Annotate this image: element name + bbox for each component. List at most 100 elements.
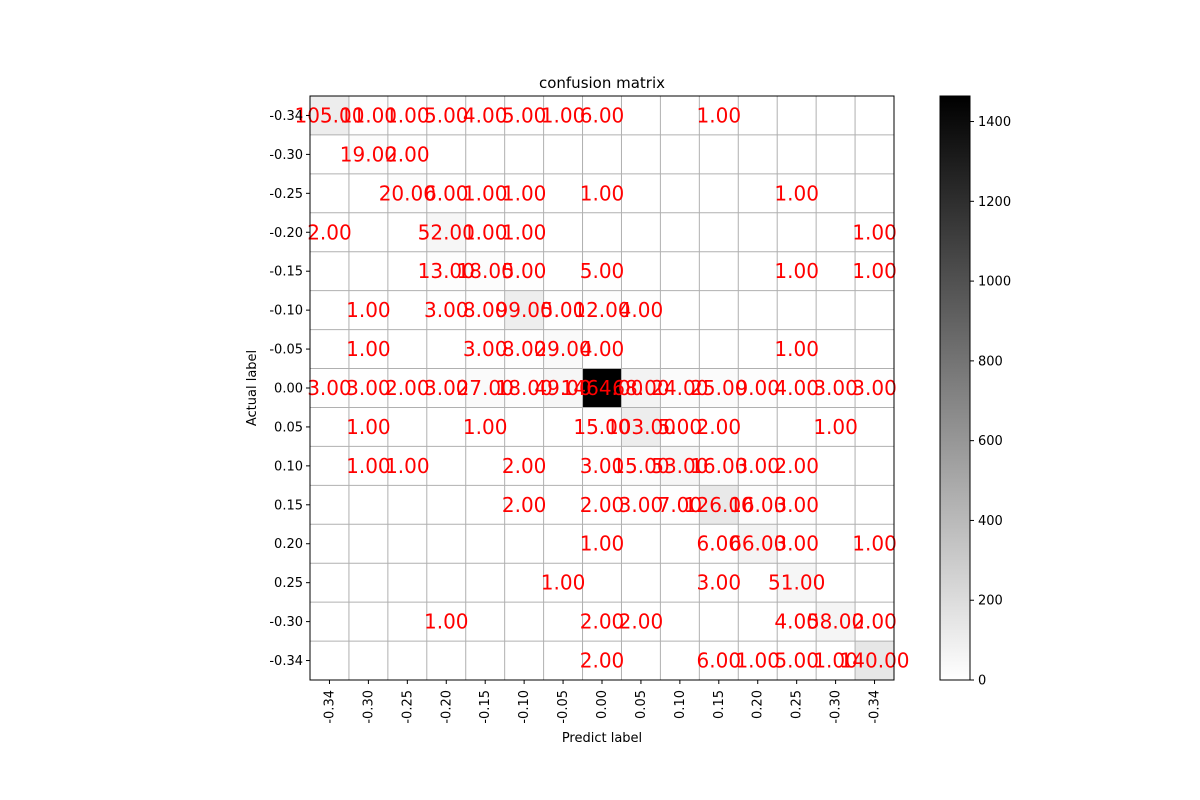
- cell-label-r11-c10: 6.00: [697, 532, 742, 556]
- matrix-cell-r14-c2: [387, 641, 427, 680]
- matrix-cell-r2-c4: [465, 173, 505, 213]
- cell-label-r10-c11: 16.00: [729, 493, 786, 517]
- matrix-cell-r14-c1: [348, 641, 388, 680]
- cell-label-r7-c7: 1464.00: [561, 376, 644, 400]
- cell-label-r10-c8: 3.00: [619, 493, 664, 517]
- matrix-cell-r11-c5: [504, 524, 544, 564]
- matrix-cell-r0-c6: [543, 96, 583, 135]
- matrix-cell-r6-c8: [621, 329, 661, 369]
- matrix-cell-r9-c11: [738, 446, 778, 486]
- x-tick-label: -0.15: [478, 690, 493, 724]
- matrix-cell-r11-c13: [816, 524, 856, 564]
- colorbar-ticks: 0 200 400 600 800 1000 1200 1400: [970, 115, 1011, 689]
- cell-label-r5-c8: 4.00: [619, 298, 664, 322]
- cell-label-r4-c5: 5.00: [502, 259, 547, 283]
- chart-title: confusion matrix: [539, 74, 665, 92]
- matrix-cell-r12-c7: [582, 563, 622, 603]
- matrix-cell-r11-c10: [699, 524, 739, 564]
- cell-label-r11-c12: 3.00: [774, 532, 819, 556]
- matrix-cell-r13-c14: [855, 602, 894, 642]
- matrix-cell-r13-c6: [543, 602, 583, 642]
- matrix-cell-r0-c7: [582, 96, 622, 135]
- cell-label-r13-c8: 2.00: [619, 610, 664, 634]
- matrix-cell-r10-c6: [543, 485, 583, 525]
- x-tick-label: -0.30: [361, 690, 376, 724]
- cell-label-r5-c4: 8.00: [463, 298, 508, 322]
- y-tick-label: -0.30: [269, 148, 303, 163]
- cell-label-r7-c8: 68.00: [612, 376, 669, 400]
- cell-label-r7-c0: 3.00: [307, 376, 352, 400]
- cell-label-r4-c4: 18.00: [457, 259, 514, 283]
- matrix-cell-r4-c2: [387, 251, 427, 291]
- matrix-cell-r1-c4: [465, 134, 505, 174]
- cell-label-r6-c4: 3.00: [463, 337, 508, 361]
- cell-label-r9-c2: 1.00: [385, 454, 430, 478]
- matrix-cell-r5-c2: [387, 290, 427, 330]
- matrix-cell-r2-c6: [543, 173, 583, 213]
- matrix-cell-r7-c14: [855, 368, 894, 408]
- cell-label-r8-c8: 103.00: [606, 415, 676, 439]
- cell-label-r12-c10: 3.00: [697, 571, 742, 595]
- cell-label-r13-c12: 4.00: [774, 610, 819, 634]
- cell-label-r9-c5: 2.00: [502, 454, 547, 478]
- matrix-cell-r4-c13: [816, 251, 856, 291]
- matrix-cell-r8-c12: [777, 407, 817, 447]
- matrix-cell-r9-c2: [387, 446, 427, 486]
- matrix-cell-r6-c12: [777, 329, 817, 369]
- matrix-cell-r1-c11: [738, 134, 778, 174]
- matrix-cell-r14-c11: [738, 641, 778, 680]
- cell-label-r1-c1: 19.00: [340, 142, 397, 166]
- matrix-cell-r4-c1: [348, 251, 388, 291]
- matrix-cell-r10-c12: [777, 485, 817, 525]
- matrix-cell-r2-c0: [310, 173, 349, 213]
- matrix-cell-r5-c4: [465, 290, 505, 330]
- matrix-cell-r13-c0: [310, 602, 349, 642]
- cell-label-r7-c6: 49.00: [534, 376, 591, 400]
- matrix-cell-r0-c10: [699, 96, 739, 135]
- matrix-cell-r2-c9: [660, 173, 700, 213]
- x-tick-label: 0.20: [751, 690, 766, 719]
- matrix-cell-r2-c14: [855, 173, 894, 213]
- matrix-cell-r6-c2: [387, 329, 427, 369]
- matrix-cell-r13-c5: [504, 602, 544, 642]
- matrix-cell-r3-c4: [465, 212, 505, 252]
- cell-label-r13-c13: 58.00: [807, 610, 864, 634]
- matrix-cell-r0-c3: [426, 96, 466, 135]
- matrix-cell-r4-c7: [582, 251, 622, 291]
- y-tick-label: 0.10: [274, 459, 303, 474]
- matrix-cell-r8-c0: [310, 407, 349, 447]
- matrix-cell-r7-c13: [816, 368, 856, 408]
- matrix-cell-r2-c8: [621, 173, 661, 213]
- cell-label-r2-c2: 20.00: [379, 181, 436, 205]
- cell-label-r0-c1: 11.00: [340, 103, 397, 127]
- matrix-cell-r8-c7: [582, 407, 622, 447]
- matrix-cell-r9-c1: [348, 446, 388, 486]
- matrix-cell-r8-c11: [738, 407, 778, 447]
- matrix-cell-r1-c1: [348, 134, 388, 174]
- cell-label-r9-c9: 53.00: [651, 454, 708, 478]
- matrix-cell-r7-c3: [426, 368, 466, 408]
- colorbar-tick-label: 600: [978, 434, 1003, 449]
- cell-label-r6-c5: 8.00: [502, 337, 547, 361]
- cell-label-r1-c2: 2.00: [385, 142, 430, 166]
- matrix-cell-r13-c13: [816, 602, 856, 642]
- cell-label-r8-c1: 1.00: [346, 415, 391, 439]
- matrix-cell-r6-c11: [738, 329, 778, 369]
- matrix-cell-r5-c12: [777, 290, 817, 330]
- matrix-cell-r3-c6: [543, 212, 583, 252]
- matrix-cell-r1-c10: [699, 134, 739, 174]
- cell-label-r8-c4: 1.00: [463, 415, 508, 439]
- x-tick-label: 0.05: [634, 690, 649, 719]
- matrix-cell-r7-c4: [465, 368, 505, 408]
- cell-label-r0-c6: 1.00: [541, 103, 586, 127]
- cell-label-r14-c12: 5.00: [774, 649, 819, 673]
- matrix-cell-r10-c5: [504, 485, 544, 525]
- matrix-cell-r13-c4: [465, 602, 505, 642]
- matrix-cell-r7-c10: [699, 368, 739, 408]
- matrix-cell-r9-c3: [426, 446, 466, 486]
- cell-label-r3-c0: 2.00: [307, 220, 352, 244]
- cell-label-r7-c1: 3.00: [346, 376, 391, 400]
- matrix-cell-r7-c11: [738, 368, 778, 408]
- cell-label-r6-c7: 4.00: [580, 337, 625, 361]
